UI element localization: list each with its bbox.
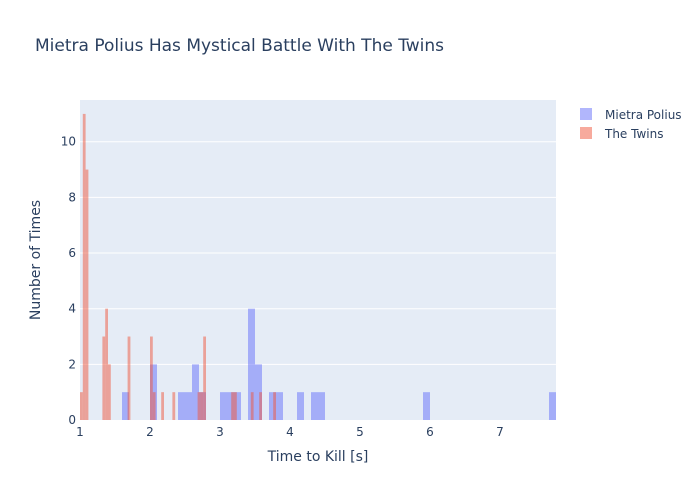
- y-tick-label: 10: [61, 135, 76, 149]
- bar-the-twins-0[interactable]: [80, 392, 83, 420]
- gridlines: [80, 141, 556, 365]
- x-tick-label: 2: [146, 425, 154, 439]
- bar-the-twins-12[interactable]: [200, 392, 204, 420]
- bar-mietra-polius-9[interactable]: [248, 308, 255, 420]
- legend-swatch[interactable]: [580, 127, 592, 139]
- bar-the-twins-9[interactable]: [161, 392, 164, 420]
- series-the-twins: [80, 113, 276, 421]
- bar-the-twins-13[interactable]: [203, 336, 206, 420]
- bar-mietra-polius-0[interactable]: [122, 392, 129, 420]
- x-tick-label: 1: [76, 425, 84, 439]
- bar-mietra-polius-12[interactable]: [276, 392, 283, 420]
- bar-mietra-polius-13[interactable]: [297, 392, 304, 420]
- bar-mietra-polius-11[interactable]: [269, 392, 276, 420]
- bar-mietra-polius-10[interactable]: [255, 364, 262, 420]
- bar-the-twins-17[interactable]: [259, 392, 262, 420]
- y-axis-title: Number of Times: [28, 200, 44, 320]
- chart-title: Mietra Polius Has Mystical Battle With T…: [35, 36, 444, 56]
- bar-mietra-polius-8[interactable]: [234, 392, 241, 420]
- bar-mietra-polius-17[interactable]: [549, 392, 556, 420]
- x-axis-title: Time to Kill [s]: [267, 449, 369, 465]
- bar-the-twins-18[interactable]: [273, 392, 276, 420]
- legend-label[interactable]: The Twins: [604, 127, 663, 141]
- y-tick-label: 8: [68, 190, 76, 204]
- x-tick-label: 6: [426, 425, 434, 439]
- bar-the-twins-11[interactable]: [197, 392, 201, 420]
- bar-the-twins-10[interactable]: [172, 392, 176, 420]
- y-tick-label: 4: [68, 302, 76, 316]
- y-tick-label: 2: [68, 357, 76, 371]
- bar-the-twins-6[interactable]: [127, 336, 131, 420]
- bar-mietra-polius-3[interactable]: [185, 392, 192, 420]
- bar-mietra-polius-2[interactable]: [178, 392, 185, 420]
- x-axis-ticks: 1 2 3 4 5 6 7: [76, 425, 504, 439]
- x-tick-label: 3: [216, 425, 224, 439]
- legend-swatch[interactable]: [580, 108, 592, 120]
- bar-mietra-polius-16[interactable]: [423, 392, 430, 420]
- bar-the-twins-2[interactable]: [85, 169, 89, 420]
- bar-mietra-polius-6[interactable]: [220, 392, 227, 420]
- y-tick-label: 6: [68, 246, 76, 260]
- bar-the-twins-4[interactable]: [105, 308, 108, 420]
- bar-mietra-polius-7[interactable]: [227, 392, 234, 420]
- x-tick-label: 4: [286, 425, 294, 439]
- legend-label[interactable]: Mietra Polius: [605, 108, 682, 122]
- bar-the-twins-16[interactable]: [250, 392, 254, 420]
- bar-mietra-polius-15[interactable]: [318, 392, 325, 420]
- y-tick-label: 0: [68, 413, 76, 427]
- bar-mietra-polius-14[interactable]: [311, 392, 318, 420]
- bar-mietra-polius-4[interactable]: [192, 364, 199, 420]
- bar-the-twins-14[interactable]: [231, 392, 234, 420]
- x-tick-label: 7: [496, 425, 504, 439]
- x-tick-label: 5: [356, 425, 364, 439]
- bar-the-twins-3[interactable]: [102, 336, 106, 420]
- bar-the-twins-5[interactable]: [108, 364, 111, 420]
- bar-the-twins-7[interactable]: [150, 336, 153, 420]
- bar-the-twins-15[interactable]: [234, 392, 237, 420]
- plot-area: [80, 100, 556, 420]
- y-axis-ticks: 0 2 4 6 8 10: [61, 135, 76, 427]
- legend[interactable]: Mietra Polius The Twins: [580, 108, 682, 141]
- bar-the-twins-1[interactable]: [82, 113, 86, 421]
- bar-the-twins-8[interactable]: [152, 392, 156, 420]
